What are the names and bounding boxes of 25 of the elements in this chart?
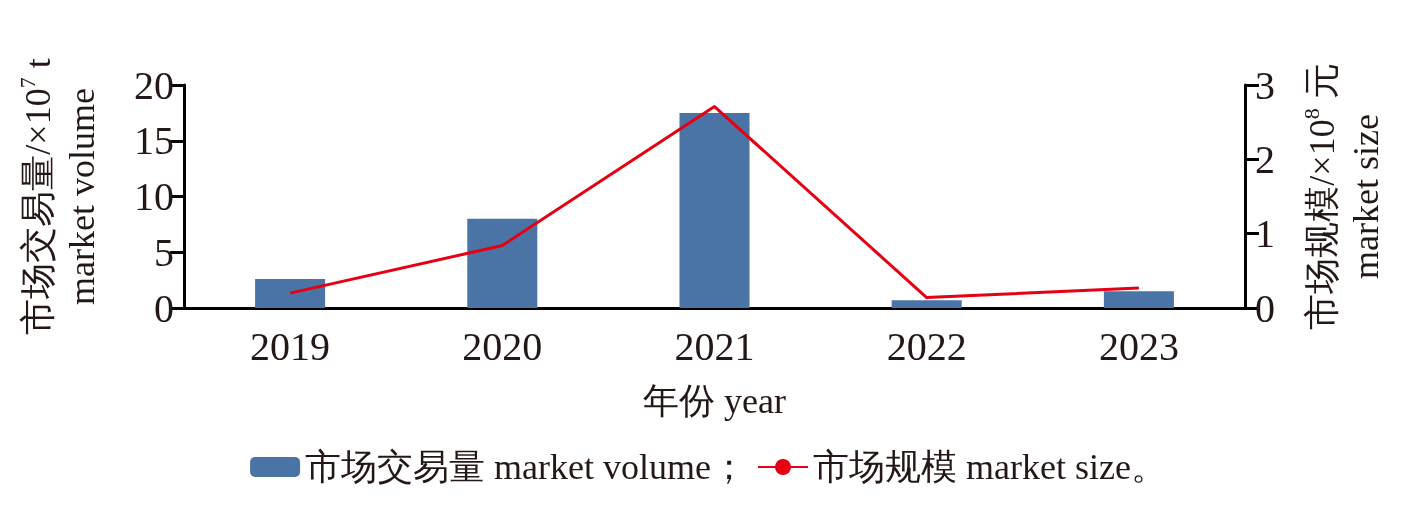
legend-label: 市场交易量 market volume；	[305, 447, 748, 487]
y2-tick-label: 0	[1255, 285, 1275, 331]
legend-label: 市场规模 market size。	[813, 447, 1167, 487]
y-tick-label: 20	[134, 62, 174, 108]
line-series	[288, 105, 1141, 300]
x-tick-label: 2023	[1098, 323, 1179, 369]
x-tick-label: 2022	[886, 323, 967, 369]
y-axis-title: 市场交易量/×107 t market volume	[14, 58, 102, 335]
y-tick-label: 10	[134, 174, 174, 219]
bar	[891, 300, 962, 308]
x-tick-label: 2020	[462, 323, 543, 369]
bar	[1103, 291, 1174, 308]
bar	[255, 279, 326, 308]
x-tick-label: 2019	[250, 323, 331, 369]
y2-tick-label: 1	[1255, 211, 1275, 257]
bar	[467, 218, 538, 308]
x-tick-label: 2021	[674, 323, 755, 369]
bar	[679, 112, 750, 308]
y-tick-label: 5	[154, 229, 174, 275]
y-tick-label: 15	[134, 118, 174, 164]
y2-axis-title: 市场规模/×108 元 market size	[1298, 63, 1386, 330]
y2-tick-label: 3	[1255, 62, 1275, 108]
y-tick-label: 0	[154, 285, 174, 331]
y2-tick-label: 2	[1255, 136, 1275, 182]
x-axis-title: 年份 year	[643, 381, 786, 421]
